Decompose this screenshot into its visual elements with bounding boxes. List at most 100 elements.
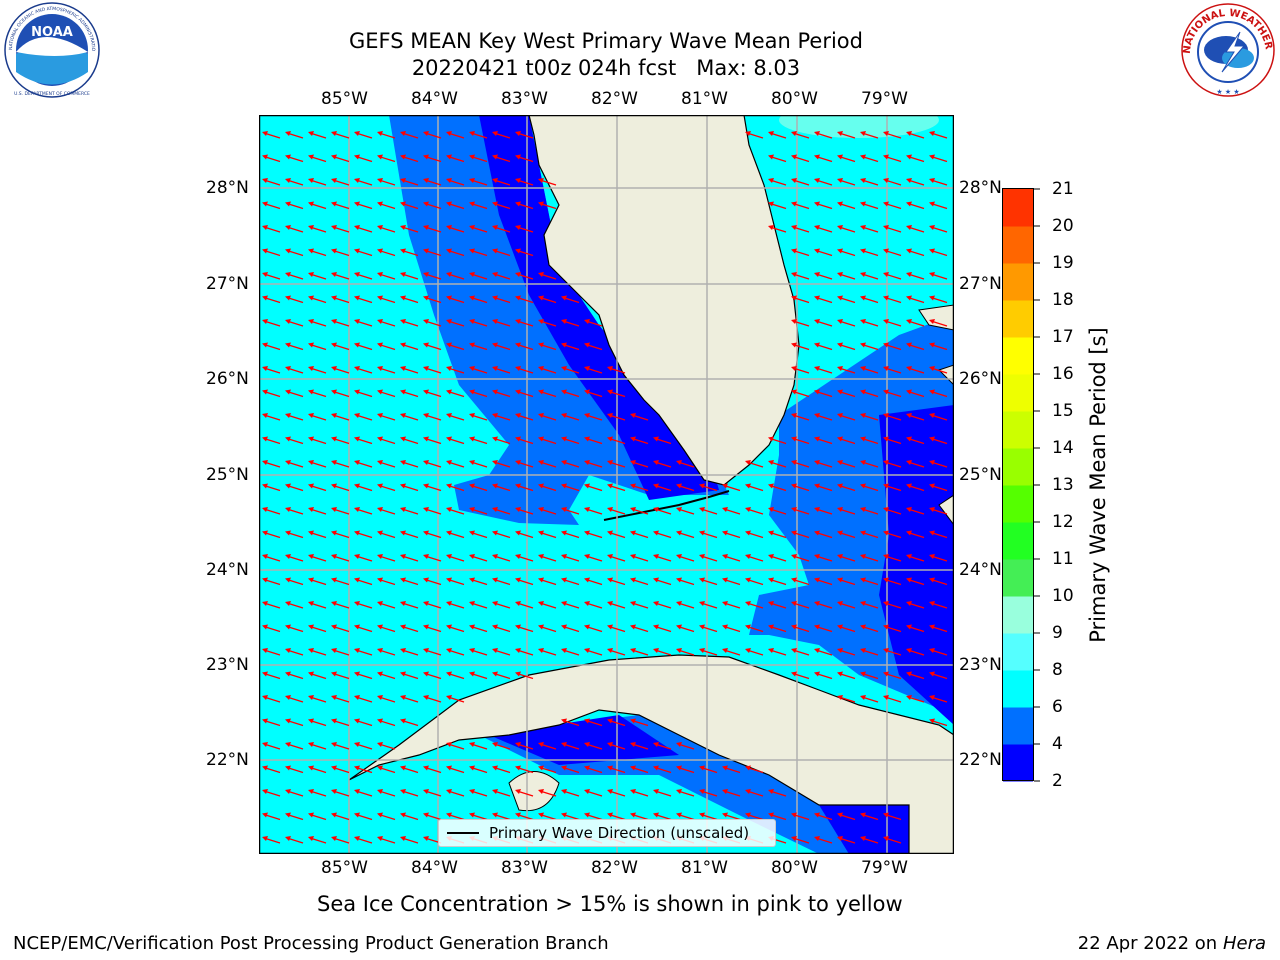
wave-arrow-head <box>745 530 751 536</box>
wave-arrow-head <box>469 131 475 136</box>
wave-arrow-head <box>883 342 889 348</box>
wave-arrow-head <box>630 718 636 724</box>
wave-arrow-head <box>377 530 383 536</box>
wave-arrow-head <box>906 248 912 254</box>
wave-arrow-head <box>446 413 452 418</box>
wave-arrow-head <box>929 248 935 254</box>
wave-arrow-head <box>837 507 843 512</box>
wave-arrow-head <box>400 695 406 700</box>
wave-arrow-head <box>354 225 360 230</box>
wave-arrow-head <box>814 248 820 254</box>
wave-arrow-head <box>492 812 498 818</box>
wave-arrow-head <box>653 577 659 583</box>
wave-arrow-head <box>308 389 314 395</box>
wave-arrow-head <box>331 483 337 489</box>
wave-arrow-head <box>400 671 406 677</box>
wave-arrow-head <box>791 319 797 324</box>
wave-arrow-head <box>446 577 452 583</box>
wave-arrow-head <box>308 742 314 747</box>
wave-arrow-head <box>538 742 544 747</box>
wave-arrow-head <box>584 342 590 348</box>
wave-arrow-head <box>400 248 406 254</box>
wave-arrow-head <box>377 460 383 465</box>
wave-arrow-head <box>469 577 475 583</box>
wave-arrow-head <box>653 742 659 747</box>
wave-arrow-head <box>814 154 820 160</box>
wave-arrow-head <box>906 507 912 512</box>
wave-direction-arrows <box>262 131 948 844</box>
wave-arrow-head <box>745 460 751 465</box>
wave-arrow-head <box>561 742 567 747</box>
wave-arrow-head <box>285 460 291 465</box>
wave-arrow-head <box>860 460 866 465</box>
wave-arrow-head <box>906 695 912 700</box>
wave-arrow-head <box>446 272 452 277</box>
lon-label-bottom: 85°W <box>321 858 368 878</box>
wave-arrow-head <box>791 460 797 465</box>
wave-arrow-head <box>837 366 843 371</box>
wave-arrow-head <box>929 695 935 700</box>
wave-arrow-head <box>837 483 843 489</box>
wave-arrow-head <box>285 836 291 841</box>
chart-title-line2: 20220421 t00z 024h fcst Max: 8.03 <box>411 56 801 80</box>
wave-arrow-head <box>768 530 774 536</box>
wave-arrow-head <box>492 178 498 183</box>
wave-arrow-head <box>883 601 889 606</box>
wave-arrow-head <box>768 460 774 465</box>
wave-arrow-head <box>860 695 866 700</box>
wave-arrow-head <box>538 648 544 653</box>
wave-arrow-head <box>814 319 820 324</box>
lon-label-bottom: 81°W <box>681 858 728 878</box>
svg-text:★ ★ ★: ★ ★ ★ <box>1216 88 1239 96</box>
wave-arrow-head <box>492 460 498 465</box>
lat-label-right: 26°N <box>959 369 1002 389</box>
wave-arrow-head <box>653 624 659 630</box>
wave-arrow-head <box>377 225 383 230</box>
map-gridlines <box>259 115 954 854</box>
wave-arrow-head <box>584 624 590 630</box>
wave-arrow-head <box>262 812 268 818</box>
wave-arrow-head <box>883 225 889 230</box>
wave-arrow-head <box>331 178 337 183</box>
wave-arrow-head <box>423 248 429 254</box>
wave-arrow-head <box>607 601 613 606</box>
wave-arrow-head <box>607 507 613 512</box>
wave-arrow-head <box>791 507 797 512</box>
wave-arrow-head <box>538 577 544 583</box>
wave-arrow-head <box>262 319 268 324</box>
wave-arrow-head <box>377 836 383 841</box>
wave-arrow-head <box>584 413 590 418</box>
wave-arrow-head <box>653 460 659 465</box>
wave-arrow-head <box>331 366 337 371</box>
wave-arrow-head <box>768 554 774 559</box>
wave-arrow-head <box>929 530 935 536</box>
wave-arrow-head <box>538 436 544 442</box>
wave-arrow-head <box>837 577 843 583</box>
wave-arrow-head <box>768 225 774 230</box>
wave-arrow-head <box>331 460 337 465</box>
wave-arrow-head <box>446 530 452 536</box>
wave-arrow-head <box>561 460 567 465</box>
wave-arrow-head <box>492 389 498 395</box>
wave-arrow-head <box>492 272 498 277</box>
wave-arrow-head <box>837 342 843 348</box>
wave-arrow-head <box>791 530 797 536</box>
wave-arrow-head <box>377 413 383 418</box>
wave-arrow-head <box>423 389 429 395</box>
lat-label-left: 24°N <box>206 560 249 580</box>
colorbar-tick-label: 8 <box>1052 660 1063 680</box>
wave-arrow-head <box>515 742 521 747</box>
wave-arrow-head <box>469 342 475 348</box>
wave-arrow-head <box>354 483 360 489</box>
colorbar-segment <box>1003 707 1033 745</box>
wave-arrow-head <box>860 366 866 371</box>
wave-arrow-head <box>515 812 521 818</box>
wave-arrow-head <box>377 295 383 301</box>
wave-arrow-head <box>262 342 268 348</box>
wave-arrow-head <box>423 695 429 700</box>
wave-arrow-head <box>883 483 889 489</box>
wave-arrow-head <box>285 295 291 301</box>
wave-arrow-head <box>446 248 452 254</box>
wave-arrow-head <box>584 765 590 771</box>
wave-arrow-head <box>423 436 429 442</box>
